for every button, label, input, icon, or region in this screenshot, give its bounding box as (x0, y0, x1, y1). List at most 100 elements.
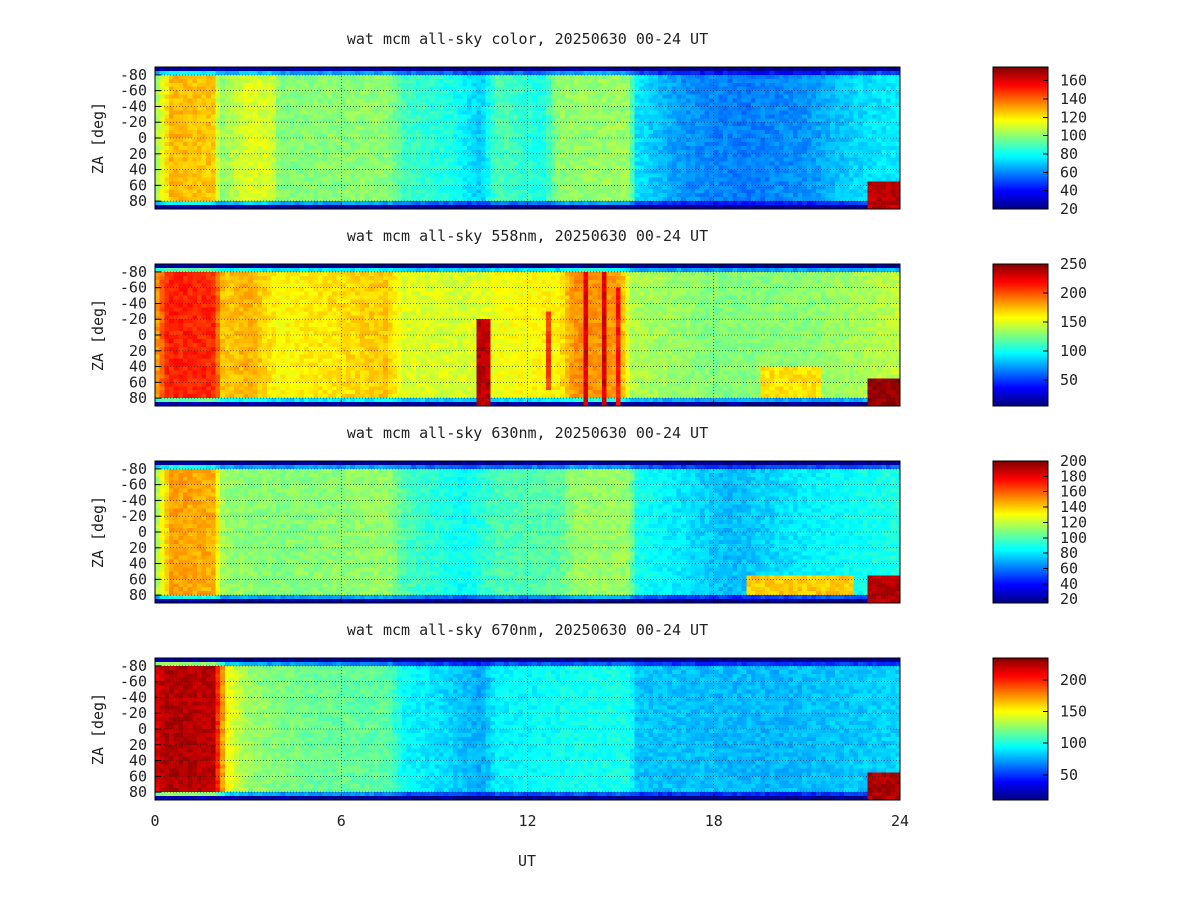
y-tick-label: 60 (129, 570, 147, 588)
colorbar-segment (993, 77, 1048, 80)
colorbar-segment (993, 534, 1048, 537)
colorbar-segment (993, 320, 1048, 324)
heatmap-panel: wat mcm all-sky color, 20250630 00-24 UT… (89, 30, 1087, 218)
colorbar-segment (993, 111, 1048, 115)
colorbar-segment (993, 479, 1048, 482)
y-tick-label: 40 (129, 555, 147, 573)
colorbar-segment (993, 594, 1048, 598)
colorbar-segment (993, 343, 1048, 346)
panel-title: wat mcm all-sky color, 20250630 00-24 UT (347, 30, 708, 48)
colorbar-segment (993, 729, 1048, 732)
colorbar-segment (993, 767, 1048, 771)
colorbar-segment (993, 513, 1048, 517)
colorbar-segment (993, 107, 1048, 111)
x-axis-label: UT (518, 852, 536, 870)
colorbar-segment (993, 461, 1048, 464)
colorbar-segment (993, 192, 1048, 196)
colorbar-segment (993, 791, 1048, 795)
colorbar-segment (993, 519, 1048, 523)
colorbar-segment (993, 576, 1048, 580)
colorbar-segment (993, 552, 1048, 555)
y-tick-label: 20 (129, 539, 147, 557)
colorbar-segment (993, 507, 1048, 511)
colorbar-segment (993, 582, 1048, 586)
colorbar-segment (993, 580, 1048, 584)
colorbar-segment (993, 105, 1048, 109)
y-tick-label: 0 (138, 129, 147, 147)
y-tick-label: 20 (129, 145, 147, 163)
colorbar-tick-label: 200 (1060, 452, 1087, 470)
colorbar-segment (993, 793, 1048, 797)
colorbar-segment (993, 272, 1048, 275)
colorbar-segment (993, 306, 1048, 310)
colorbar-segment (993, 747, 1048, 750)
colorbar-segment (993, 341, 1048, 344)
colorbar-segment (993, 781, 1048, 785)
colorbar-segment (993, 316, 1048, 320)
colorbar-segment (993, 290, 1048, 293)
colorbar-segment (993, 286, 1048, 289)
colorbar-segment (993, 377, 1048, 381)
colorbar-segment (993, 733, 1048, 736)
colorbar-segment (993, 117, 1048, 121)
colorbar-segment (993, 724, 1048, 728)
y-tick-label: 80 (129, 783, 147, 801)
colorbar-segment (993, 164, 1048, 167)
colorbar-segment (993, 600, 1048, 604)
colorbar-segment (993, 761, 1048, 765)
y-tick-label: 60 (129, 176, 147, 194)
colorbar-segment (993, 180, 1048, 184)
colorbar-segment (993, 511, 1048, 515)
y-tick-label: -60 (120, 279, 147, 297)
colorbar-segment (993, 536, 1048, 539)
colorbar-segment (993, 775, 1048, 779)
colorbar-segment (993, 389, 1048, 393)
colorbar-segment (993, 515, 1048, 519)
colorbar-segment (993, 148, 1048, 151)
colorbar-segment (993, 586, 1048, 590)
colorbar-segment (993, 554, 1048, 557)
colorbar-segment (993, 777, 1048, 781)
colorbar-segment (993, 310, 1048, 314)
colorbar-segment (993, 477, 1048, 480)
colorbar-segment (993, 373, 1048, 377)
colorbar-segment (993, 174, 1048, 178)
colorbar-segment (993, 387, 1048, 391)
colorbar-segment (993, 71, 1048, 74)
colorbar-segment (993, 692, 1048, 696)
y-tick-label: 40 (129, 752, 147, 770)
colorbar-segment (993, 722, 1048, 726)
panel-title: wat mcm all-sky 670nm, 20250630 00-24 UT (347, 621, 708, 639)
colorbar-segment (993, 186, 1048, 190)
colorbar-segment (993, 395, 1048, 399)
colorbar-segment (993, 558, 1048, 561)
colorbar-segment (993, 353, 1048, 356)
colorbar-segment (993, 590, 1048, 594)
colorbar-tick-label: 120 (1060, 513, 1087, 531)
colorbar-segment (993, 550, 1048, 553)
colorbar-segment (993, 598, 1048, 602)
colorbar-segment (993, 284, 1048, 287)
colorbar-segment (993, 194, 1048, 198)
colorbar-segment (993, 292, 1048, 296)
colorbar-segment (993, 156, 1048, 159)
colorbar-segment (993, 658, 1048, 661)
colorbar-segment (993, 495, 1048, 499)
colorbar-segment (993, 473, 1048, 476)
colorbar-segment (993, 314, 1048, 318)
x-tick-label: 18 (705, 812, 723, 830)
colorbar-segment (993, 560, 1048, 564)
colorbar-segment (993, 743, 1048, 746)
colorbar-segment (993, 119, 1048, 123)
colorbar-segment (993, 282, 1048, 285)
colorbar-segment (993, 144, 1048, 147)
colorbar-segment (993, 375, 1048, 379)
colorbar-segment (993, 765, 1048, 769)
colorbar-segment (993, 347, 1048, 350)
heatmap-cells (155, 461, 901, 604)
colorbar-segment (993, 198, 1048, 202)
colorbar-tick-label: 150 (1060, 313, 1087, 331)
colorbar-segment (993, 672, 1048, 675)
y-tick-label: 20 (129, 736, 147, 754)
